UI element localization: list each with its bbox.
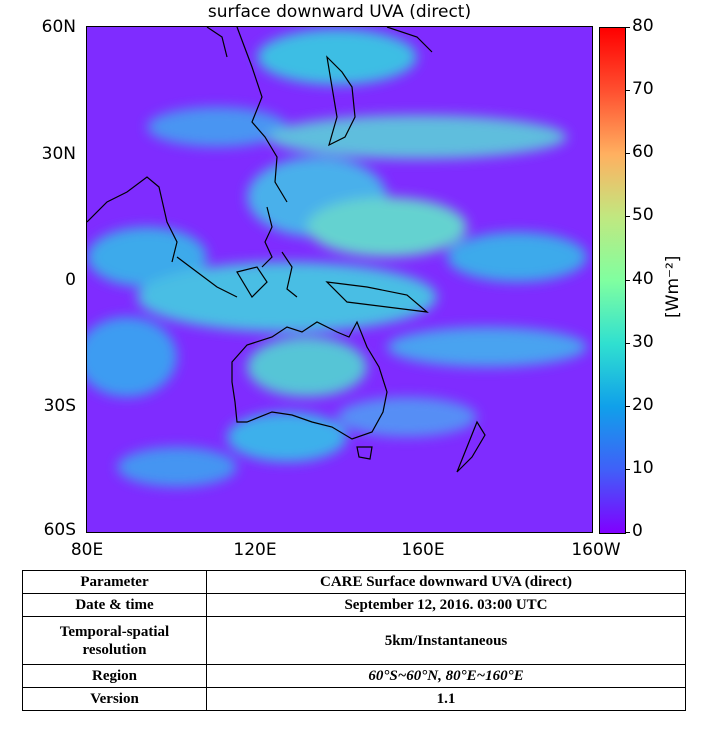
row-value: 60°S~60°N, 80°E~160°E — [206, 664, 686, 688]
colorbar-tick: 60 — [632, 142, 654, 163]
lat-tick: 30S — [43, 396, 76, 416]
colorbar-tick-mark — [625, 153, 630, 155]
colorbar-tick-mark — [625, 405, 630, 407]
colorbar-tick: 50 — [632, 205, 654, 226]
map-title: surface downward UVA (direct) — [207, 2, 472, 22]
colorbar-tick: 80 — [632, 16, 654, 36]
table-row: Parameter CARE Surface downward UVA (dire… — [22, 570, 686, 594]
lon-tick: 80E — [70, 540, 104, 560]
colorbar-tick-mark — [625, 216, 630, 218]
row-label: Parameter — [22, 570, 207, 594]
colorbar-tick-mark — [625, 532, 630, 533]
row-value: CARE Surface downward UVA (direct) — [206, 570, 686, 594]
lon-tick: 120E — [233, 540, 277, 560]
colorbar-tick-mark — [625, 468, 630, 470]
lon-tick: 160E — [401, 540, 445, 560]
colorbar-tick-mark — [625, 279, 630, 281]
row-value: 5km/Instantaneous — [206, 616, 686, 665]
lat-tick: 60S — [43, 520, 76, 540]
colorbar-tick: 40 — [632, 268, 654, 289]
table-row: Temporal-spatial resolution 5km/Instantan… — [22, 616, 686, 665]
lat-tick: 30N — [41, 144, 76, 164]
colorbar-tick: 10 — [632, 457, 654, 478]
lat-tick: 60N — [41, 17, 76, 37]
colorbar-tick: 0 — [632, 521, 643, 541]
row-label: Version — [22, 687, 207, 711]
colorbar-tick: 30 — [632, 331, 654, 352]
colorbar-tick-mark — [625, 342, 630, 344]
info-table: Parameter CARE Surface downward UVA (dire… — [22, 570, 686, 711]
map-frame — [86, 26, 593, 533]
colorbar-tick: 70 — [632, 79, 654, 100]
table-row: Date & time September 12, 2016. 03:00 UTC — [22, 593, 686, 617]
cloud-field — [87, 29, 587, 487]
colorbar — [599, 27, 626, 534]
row-value: September 12, 2016. 03:00 UTC — [206, 593, 686, 617]
colorbar-tick-mark — [625, 90, 630, 92]
row-label: Date & time — [22, 593, 207, 617]
row-label: Temporal-spatial resolution — [22, 616, 207, 665]
table-row: Version 1.1 — [22, 687, 686, 711]
lon-tick: 160W — [571, 540, 621, 560]
row-label: Region — [22, 664, 207, 688]
coastlines — [87, 27, 486, 473]
uva-map — [87, 27, 592, 532]
colorbar-tick: 20 — [632, 394, 654, 415]
table-row: Region 60°S~60°N, 80°E~160°E — [22, 664, 686, 688]
row-value: 1.1 — [206, 687, 686, 711]
colorbar-tick-mark — [625, 27, 630, 28]
lat-tick: 0 — [65, 270, 76, 290]
colorbar-unit: [Wm⁻²] — [663, 255, 683, 318]
